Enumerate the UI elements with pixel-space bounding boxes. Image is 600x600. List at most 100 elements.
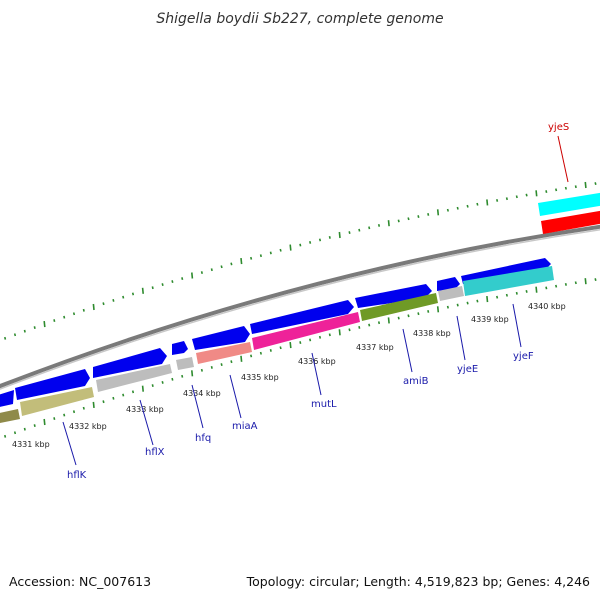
gene-yjeE-pointer: [456, 315, 466, 361]
ruler-major-tick: [141, 287, 144, 294]
ruler-minor-tick: [456, 206, 459, 210]
cds-arrow[interactable]: [192, 326, 250, 350]
gene-hflX-label[interactable]: hflX: [145, 447, 165, 458]
ruler-minor-tick: [496, 295, 499, 299]
ruler-minor-tick: [210, 268, 213, 272]
gene-amiB-bar[interactable]: [360, 293, 438, 321]
ruler-major-tick: [338, 231, 341, 239]
ruler-minor-tick: [505, 293, 508, 297]
cds-arrow[interactable]: [437, 277, 460, 291]
cds-arrow[interactable]: [0, 390, 14, 408]
ruler-major-tick: [584, 278, 587, 285]
ruler-minor-tick: [161, 381, 164, 384]
ruler-minor-tick: [259, 254, 262, 258]
kbp-label: 4336 kbp: [298, 357, 336, 366]
cds-arrow[interactable]: [172, 341, 188, 355]
ruler-minor-tick: [250, 256, 253, 260]
ruler-minor-tick: [466, 204, 469, 208]
ruler-minor-tick: [515, 291, 518, 295]
gene-yjeS-bar-red[interactable]: [541, 210, 600, 234]
ruler-minor-tick: [476, 299, 479, 303]
ruler-minor-tick: [171, 280, 174, 283]
gene-yjeE-bar[interactable]: [438, 286, 464, 301]
gene-miaA-label[interactable]: miaA: [232, 421, 258, 432]
gene-hfq-bar[interactable]: [176, 357, 194, 370]
ruler-major-tick: [92, 303, 95, 311]
ruler-minor-tick: [594, 278, 597, 281]
ruler-minor-tick: [210, 366, 213, 369]
ruler-minor-tick: [13, 333, 17, 337]
ruler-minor-tick: [171, 377, 174, 381]
gene-amiB-label[interactable]: amiB: [403, 376, 429, 387]
ruler-minor-tick: [555, 188, 558, 192]
kbp-label: 4332 kbp: [69, 422, 107, 431]
gene-miaA-bar[interactable]: [196, 342, 252, 364]
gene-yjeS-label[interactable]: yjeS: [548, 122, 569, 133]
ruler-major-tick: [387, 220, 390, 227]
ruler-minor-tick: [151, 286, 154, 290]
cds-arrow[interactable]: [355, 284, 432, 308]
ruler-minor-tick: [151, 384, 154, 387]
ruler-minor-tick: [456, 303, 459, 307]
ruler-minor-tick: [545, 190, 548, 193]
ruler-minor-tick: [122, 295, 125, 299]
gene-labels: hflK hflX hfq miaA mutL amiB yjeE yjeF: [67, 351, 534, 481]
kbp-label: 4337 kbp: [356, 343, 394, 352]
kbp-label: 4334 kbp: [183, 389, 221, 398]
cds-arrow[interactable]: [93, 348, 167, 378]
ruler-major-tick: [584, 181, 587, 189]
ruler-minor-tick: [545, 286, 548, 290]
ruler-minor-tick: [505, 197, 508, 201]
gene-hflX-bar[interactable]: [96, 364, 172, 392]
ruler-major-tick: [191, 272, 194, 279]
ruler-minor-tick: [230, 360, 233, 364]
ruler-minor-tick: [318, 335, 322, 339]
ruler-major-tick: [43, 321, 46, 328]
ruler-minor-tick: [259, 351, 262, 355]
ruler-major-tick: [92, 401, 95, 408]
gene-hflK-bar[interactable]: [0, 409, 20, 424]
ruler-minor-tick: [131, 390, 135, 394]
ruler-minor-tick: [574, 185, 577, 189]
gene-mutL-bar[interactable]: [252, 312, 360, 350]
gene-yjeS-feature: yjeS: [538, 122, 600, 234]
cds-arrow[interactable]: [461, 258, 551, 284]
gene-hfq-label[interactable]: hfq: [195, 433, 211, 444]
ruler-minor-tick: [279, 248, 282, 252]
ruler-minor-tick: [525, 290, 528, 293]
gene-yjeF-bar[interactable]: [463, 266, 554, 296]
ruler-minor-tick: [348, 231, 351, 234]
ruler-minor-tick: [407, 314, 410, 318]
ruler-minor-tick: [82, 308, 85, 312]
ruler-minor-tick: [496, 199, 499, 202]
ruler-minor-tick: [574, 281, 577, 285]
gene-hflK-pointer: [62, 421, 77, 466]
gene-yjeS-bar-cyan[interactable]: [538, 192, 600, 216]
gene-yjeS-pointer: [557, 135, 569, 183]
ruler-minor-tick: [328, 333, 331, 337]
gene-yjeE-label[interactable]: yjeE: [457, 364, 478, 375]
cds-arrow[interactable]: [250, 300, 354, 334]
cds-arrow[interactable]: [15, 369, 90, 400]
gene-yjeF-label[interactable]: yjeF: [513, 351, 534, 362]
kbp-label: 4340 kbp: [528, 302, 566, 311]
ruler-minor-tick: [446, 208, 449, 212]
ruler-major-tick: [535, 286, 538, 293]
ruler-minor-tick: [377, 224, 381, 227]
ruler-minor-tick: [220, 265, 223, 269]
ruler-minor-tick: [555, 284, 558, 288]
ruler-major-tick: [436, 306, 440, 313]
ruler-minor-tick: [4, 434, 7, 438]
ruler-minor-tick: [200, 368, 203, 372]
gene-hflK-bar[interactable]: [20, 387, 94, 416]
ruler-minor-tick: [82, 406, 85, 410]
ruler-minor-tick: [102, 400, 105, 404]
outer-ruler: [4, 181, 597, 340]
gene-mutL-label[interactable]: mutL: [311, 399, 337, 410]
ruler-major-tick: [486, 199, 489, 206]
ruler-minor-tick: [466, 301, 469, 305]
genome-backbone: [0, 224, 600, 390]
gene-hflK-label[interactable]: hflK: [67, 470, 87, 481]
gene-amiB-pointer: [402, 328, 413, 373]
